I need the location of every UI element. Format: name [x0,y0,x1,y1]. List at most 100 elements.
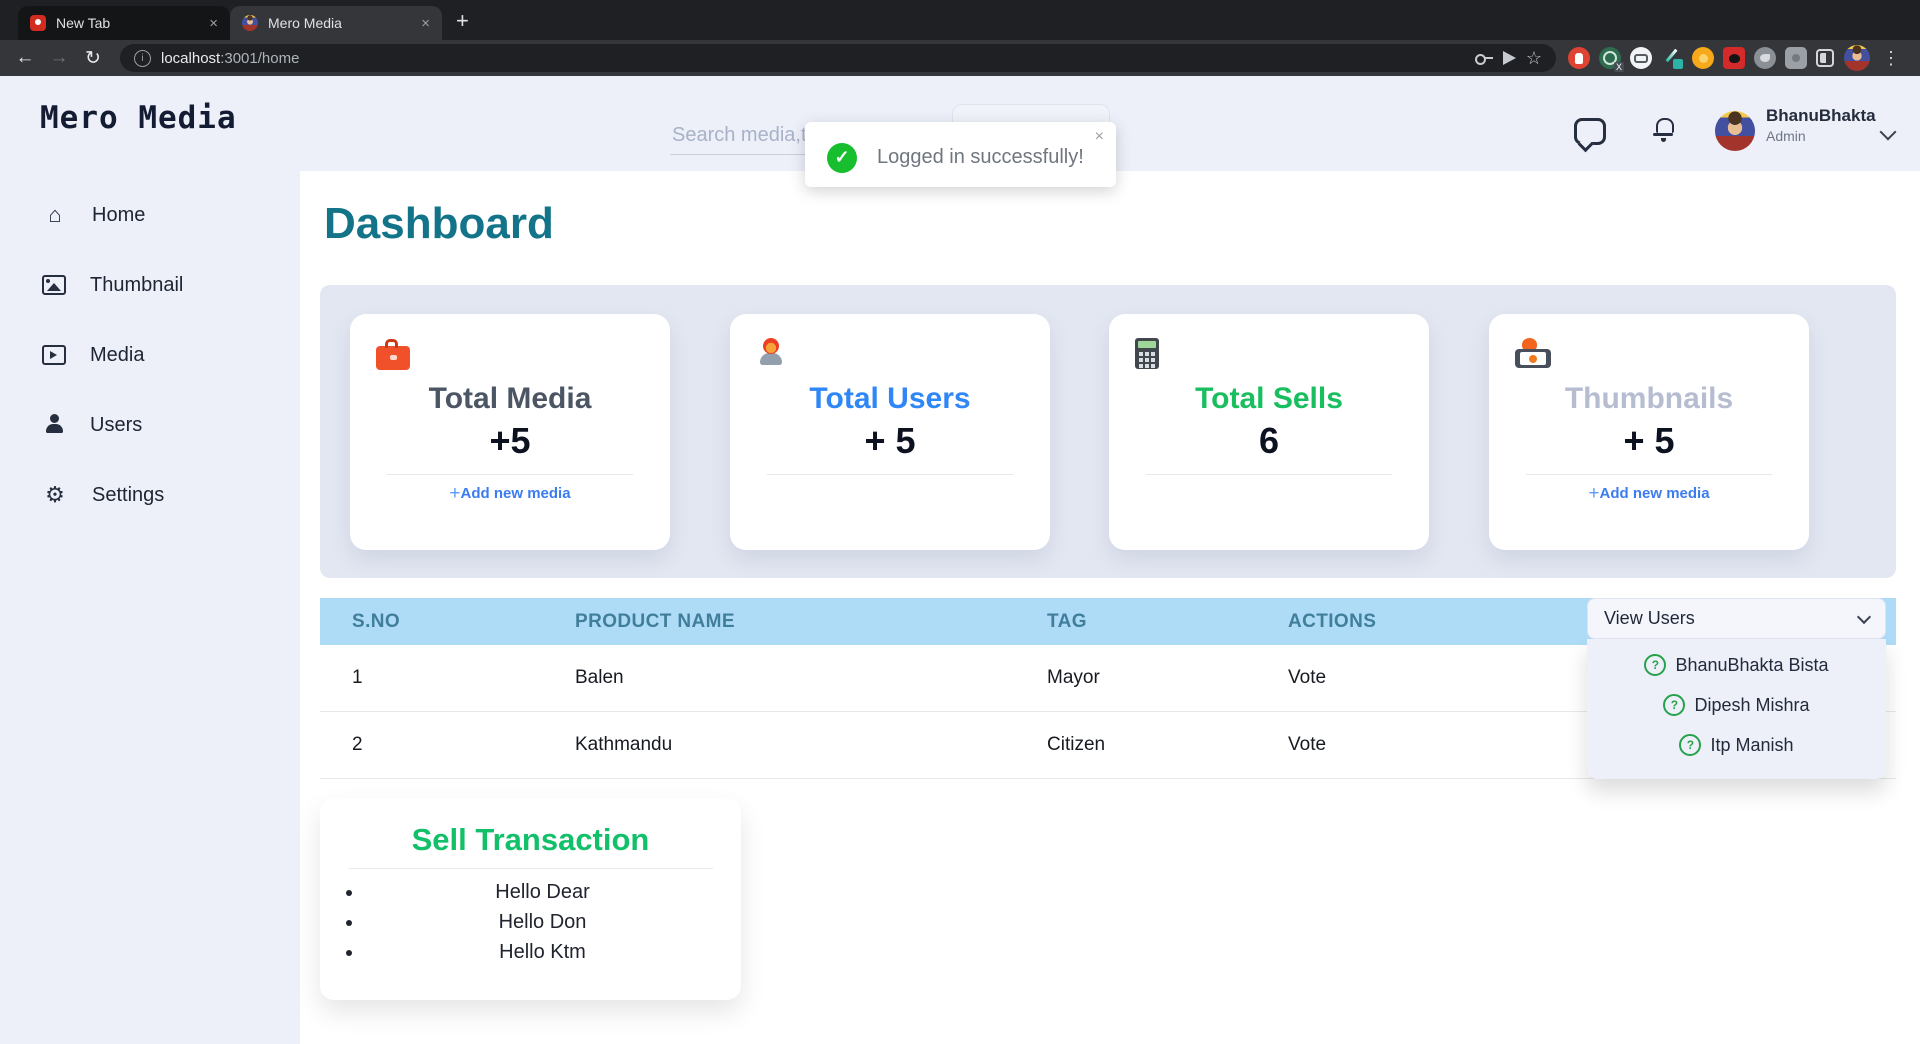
browser-menu-icon[interactable]: ⋮ [1882,48,1900,69]
list-item: Hello Dear [364,877,721,907]
divider [1146,474,1393,475]
extensions-puzzle-icon[interactable] [1785,47,1807,69]
card-icon-wrap [1135,338,1403,372]
sidebar-item-home[interactable]: ⌂ Home [0,180,300,250]
card-title: Thumbnails [1515,382,1783,416]
success-check-icon: ✓ [827,143,857,173]
question-circle-icon: ? [1679,734,1701,756]
login-toast: ✓ Logged in successfully! × [805,122,1116,187]
cell-tag: Citizen [1047,734,1288,756]
sidebar-nav: ⌂ Home Thumbnail Media Users ⚙ Sett [0,180,300,530]
url-text[interactable]: localhost:3001/home [161,50,299,67]
view-users-list: ? BhanuBhakta Bista ? Dipesh Mishra ? It… [1587,639,1886,779]
wand-extension-icon[interactable] [1661,47,1683,69]
user-name[interactable]: BhanuBhakta [1766,106,1876,126]
bird-extension-icon[interactable] [1754,47,1776,69]
question-circle-icon: ? [1663,694,1685,716]
col-header-sno: S.NO [320,611,575,633]
user-option-label: Dipesh Mishra [1694,695,1809,716]
divider [1526,474,1773,475]
back-icon[interactable]: ← [12,47,38,69]
toast-close-icon[interactable]: × [1095,128,1104,146]
user-role: Admin [1766,128,1806,144]
page-title: Dashboard [324,199,554,249]
sidebar-item-label: Home [92,204,145,227]
reload-icon[interactable]: ↻ [80,47,106,70]
card-title: Total Users [756,382,1024,416]
cell-product: Balen [575,667,1047,689]
browser-tab-new-tab[interactable]: New Tab × [18,6,230,40]
sidebar-item-label: Users [90,414,142,437]
sidebar-item-media[interactable]: Media [0,320,300,390]
user-option-label: Itp Manish [1710,735,1793,756]
user-option[interactable]: ? BhanuBhakta Bista [1587,645,1886,685]
mero-media-favicon-icon [242,15,258,31]
browser-tab-mero-media[interactable]: Mero Media × [230,6,442,40]
list-item: Hello Don [364,907,721,937]
download-manager-extension-icon[interactable] [1599,47,1621,69]
panda-extension-icon[interactable] [1723,47,1745,69]
sidebar-item-label: Thumbnail [90,274,183,297]
card-total-media: Total Media +5 +Add new media [350,314,670,550]
app-window: Mero Media ⌂ Home Thumbnail Media Users [0,76,1920,1044]
card-icon-wrap [376,338,644,372]
card-icon-wrap [756,338,1024,372]
user-icon [42,413,66,437]
tab-title: Mero Media [268,15,411,31]
chat-bubble-icon[interactable] [1574,118,1606,145]
woman-icon [756,338,786,368]
tab-title: New Tab [56,15,199,31]
app-logo: Mero Media [40,100,237,136]
card-value: + 5 [1515,420,1783,462]
forward-icon[interactable]: → [46,47,72,69]
tab-close-icon[interactable]: × [421,15,430,32]
stat-cards-panel: Total Media +5 +Add new media Total User… [320,285,1896,578]
col-header-product: PRODUCT NAME [575,611,1047,633]
image-icon [42,275,66,295]
tab-close-icon[interactable]: × [209,15,218,32]
address-bar[interactable]: i localhost:3001/home ☆ [120,44,1556,72]
view-users-dropdown[interactable]: View Users [1587,598,1886,639]
sidebar-item-users[interactable]: Users [0,390,300,460]
home-icon: ⌂ [42,202,68,228]
user-avatar[interactable] [1715,111,1755,151]
new-tab-button[interactable]: + [456,10,469,32]
gear-icon: ⚙ [42,482,68,508]
sidebar-item-thumbnail[interactable]: Thumbnail [0,250,300,320]
card-title: Total Media [376,382,644,416]
main-content: Dashboard Total Media +5 +Add new media … [300,171,1920,1044]
send-icon[interactable] [1503,51,1516,65]
add-new-media-link[interactable]: +Add new media [1515,483,1783,505]
tab-group-icon[interactable] [1816,49,1834,67]
add-new-media-link[interactable]: +Add new media [376,483,644,505]
briefcase-icon [376,346,410,370]
browser-toolbar: ← → ↻ i localhost:3001/home ☆ ⋮ [0,40,1920,76]
divider [387,474,634,475]
sidebar-item-label: Media [90,344,144,367]
site-info-icon[interactable]: i [134,50,151,67]
user-option[interactable]: ? Itp Manish [1587,725,1886,765]
card-total-sells: Total Sells 6 [1109,314,1429,550]
card-icon-wrap [1515,338,1783,372]
lens-extension-icon[interactable] [1630,47,1652,69]
adblock-extension-icon[interactable] [1568,47,1590,69]
user-option[interactable]: ? Dipesh Mishra [1587,685,1886,725]
password-key-icon[interactable] [1475,53,1493,64]
screen: New Tab × Mero Media × + ← → ↻ i localho… [0,0,1920,1044]
card-total-users: Total Users + 5 [730,314,1050,550]
new-tab-favicon-icon [30,15,46,31]
browser-tab-strip: New Tab × Mero Media × + [0,0,1920,40]
dropdown-label: View Users [1604,608,1859,629]
orange-extension-icon[interactable] [1692,47,1714,69]
video-icon [42,345,66,365]
sell-transaction-list: Hello Dear Hello Don Hello Ktm [320,877,741,967]
divider [767,474,1014,475]
sidebar-item-settings[interactable]: ⚙ Settings [0,460,300,530]
extensions-row [1568,47,1834,69]
browser-profile-avatar[interactable] [1844,45,1870,71]
profile-chevron-down-icon[interactable] [1880,124,1897,141]
bookmark-star-icon[interactable]: ☆ [1526,49,1542,67]
card-value: 6 [1135,420,1403,462]
card-thumbnails: Thumbnails + 5 +Add new media [1489,314,1809,550]
card-title: Total Sells [1135,382,1403,416]
